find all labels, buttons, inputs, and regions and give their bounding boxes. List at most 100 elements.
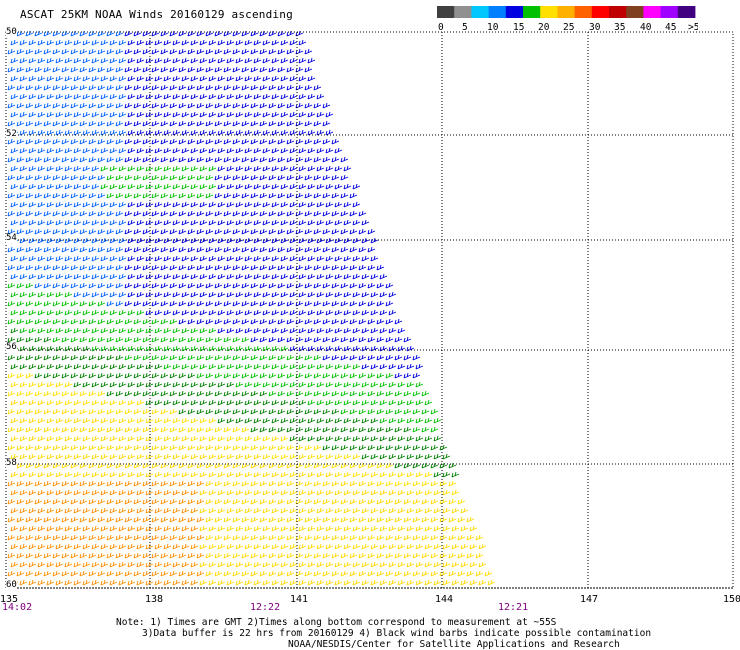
- wind-barb: [289, 237, 298, 244]
- wind-barb: [214, 84, 223, 91]
- wind-barb: [313, 390, 322, 397]
- wind-barb: [235, 39, 244, 46]
- wind-barb: [55, 561, 64, 568]
- wind-barb: [136, 543, 145, 550]
- wind-barb: [214, 426, 223, 433]
- wind-barb: [334, 237, 343, 244]
- wind-barb: [100, 93, 109, 100]
- wind-barb: [214, 480, 223, 487]
- colorbar-swatch: [677, 6, 696, 18]
- wind-barb: [232, 246, 241, 253]
- wind-barb: [160, 228, 169, 235]
- wind-barb: [226, 219, 235, 226]
- wind-barb: [244, 309, 253, 316]
- wind-barb: [136, 507, 145, 514]
- wind-barb: [361, 525, 370, 532]
- wind-barb: [226, 471, 235, 478]
- wind-barb: [142, 498, 151, 505]
- wind-barb: [217, 291, 226, 298]
- wind-barb: [16, 444, 25, 451]
- wind-barb: [160, 408, 169, 415]
- wind-barb: [163, 183, 172, 190]
- wind-barb: [385, 552, 394, 559]
- wind-barb: [226, 561, 235, 568]
- wind-barb: [322, 192, 331, 199]
- wind-barb: [52, 480, 61, 487]
- wind-barb: [223, 84, 232, 91]
- wind-barb: [286, 390, 295, 397]
- wind-barb: [226, 543, 235, 550]
- wind-barb: [268, 174, 277, 181]
- wind-barb: [43, 516, 52, 523]
- wind-barb: [385, 462, 394, 469]
- wind-barb: [178, 372, 187, 379]
- wind-barb: [187, 300, 196, 307]
- wind-barb: [127, 57, 136, 64]
- wind-barb: [16, 534, 25, 541]
- wind-barb: [352, 435, 361, 442]
- wind-barb: [118, 381, 127, 388]
- wind-barb: [253, 579, 262, 586]
- wind-barb: [241, 480, 250, 487]
- wind-barb: [10, 561, 19, 568]
- wind-barb: [379, 453, 388, 460]
- wind-barb: [7, 156, 16, 163]
- wind-barb: [457, 534, 466, 541]
- wind-barb: [28, 579, 37, 586]
- wind-barb: [241, 264, 250, 271]
- wind-barb: [250, 336, 259, 343]
- wind-barb: [214, 120, 223, 127]
- wind-barb: [259, 570, 268, 577]
- wind-barb: [181, 525, 190, 532]
- wind-barb: [262, 507, 271, 514]
- wind-barb: [73, 381, 82, 388]
- wind-barb: [331, 300, 340, 307]
- wind-barb: [82, 471, 91, 478]
- wind-barb: [388, 381, 397, 388]
- wind-barb: [142, 246, 151, 253]
- wind-barb: [34, 84, 43, 91]
- wind-barb: [64, 183, 73, 190]
- wind-barb: [439, 498, 448, 505]
- wind-barb: [298, 507, 307, 514]
- wind-barb: [28, 237, 37, 244]
- wind-barb: [133, 138, 142, 145]
- wind-barb: [91, 579, 100, 586]
- wind-barb: [88, 408, 97, 415]
- wind-barb: [133, 300, 142, 307]
- wind-barb: [82, 327, 91, 334]
- wind-barb: [442, 453, 451, 460]
- wind-barb: [343, 399, 352, 406]
- wind-barb: [55, 327, 64, 334]
- wind-barb: [28, 165, 37, 172]
- wind-barb: [61, 66, 70, 73]
- wind-barb: [163, 453, 172, 460]
- wind-barb: [127, 129, 136, 136]
- wind-barb: [82, 507, 91, 514]
- wind-barb: [313, 336, 322, 343]
- wind-barb: [262, 219, 271, 226]
- wind-barb: [262, 309, 271, 316]
- wind-barb: [70, 300, 79, 307]
- wind-barb: [97, 156, 106, 163]
- wind-barb: [250, 300, 259, 307]
- wind-barb: [28, 93, 37, 100]
- wind-barb: [106, 174, 115, 181]
- wind-barb: [133, 102, 142, 109]
- wind-barb: [304, 534, 313, 541]
- wind-barb: [322, 336, 331, 343]
- wind-barb: [343, 363, 352, 370]
- wind-barb: [181, 291, 190, 298]
- wind-barb: [298, 561, 307, 568]
- wind-barb: [223, 408, 232, 415]
- wind-barb: [196, 210, 205, 217]
- wind-barb: [307, 237, 316, 244]
- wind-barb: [289, 39, 298, 46]
- wind-barb: [232, 318, 241, 325]
- wind-barb: [52, 300, 61, 307]
- wind-barb: [88, 246, 97, 253]
- wind-barb: [133, 174, 142, 181]
- wind-barb: [277, 228, 286, 235]
